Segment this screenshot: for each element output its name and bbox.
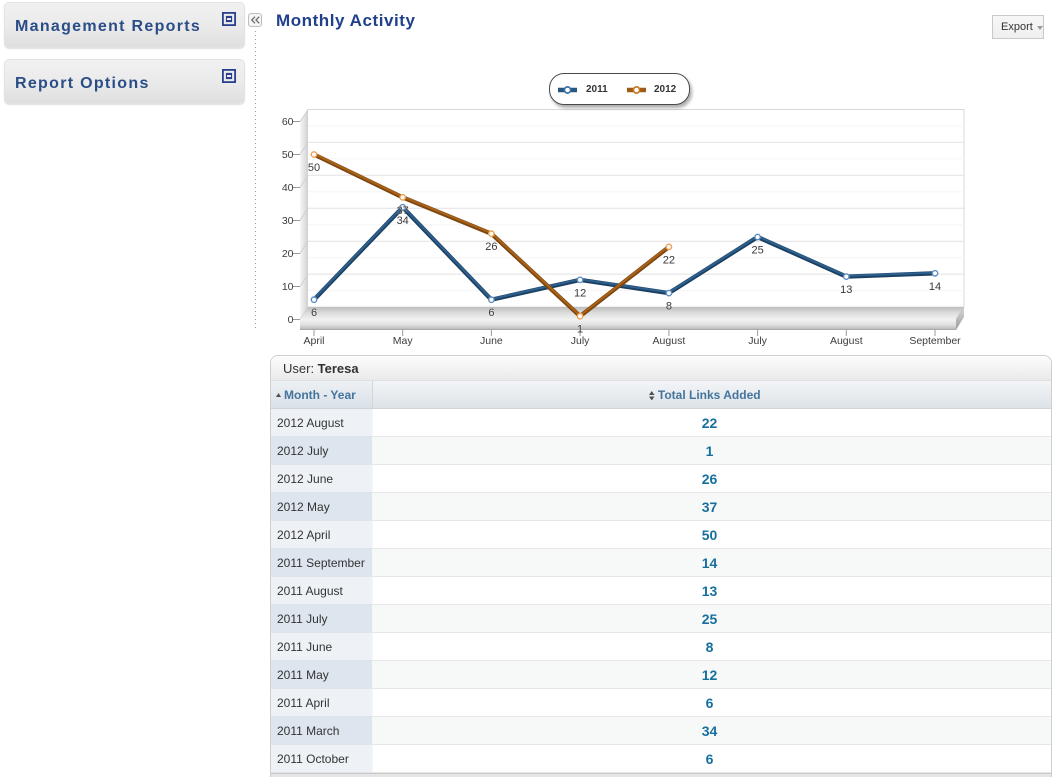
svg-text:12: 12	[574, 287, 586, 299]
svg-text:September: September	[909, 335, 961, 347]
svg-text:May: May	[393, 335, 414, 347]
svg-text:26: 26	[485, 241, 497, 253]
svg-text:25: 25	[751, 245, 763, 257]
svg-text:34: 34	[397, 215, 409, 227]
svg-text:14: 14	[929, 281, 941, 293]
svg-text:37: 37	[397, 205, 409, 217]
svg-text:July: July	[571, 335, 590, 347]
svg-text:April: April	[303, 335, 324, 347]
svg-text:50: 50	[282, 149, 294, 161]
svg-text:July: July	[748, 335, 767, 347]
svg-text:June: June	[480, 335, 503, 347]
svg-text:1: 1	[577, 324, 583, 336]
svg-text:10: 10	[282, 281, 294, 293]
svg-text:August: August	[653, 335, 686, 347]
svg-text:6: 6	[488, 307, 494, 319]
svg-text:30: 30	[282, 215, 294, 227]
svg-text:60: 60	[282, 116, 294, 128]
svg-text:50: 50	[308, 162, 320, 174]
svg-text:20: 20	[282, 248, 294, 260]
svg-text:0: 0	[288, 314, 294, 326]
svg-text:August: August	[830, 335, 863, 347]
svg-text:6: 6	[311, 307, 317, 319]
svg-text:22: 22	[663, 254, 675, 266]
svg-text:13: 13	[840, 284, 852, 296]
svg-text:8: 8	[666, 301, 672, 313]
svg-text:40: 40	[282, 182, 294, 194]
